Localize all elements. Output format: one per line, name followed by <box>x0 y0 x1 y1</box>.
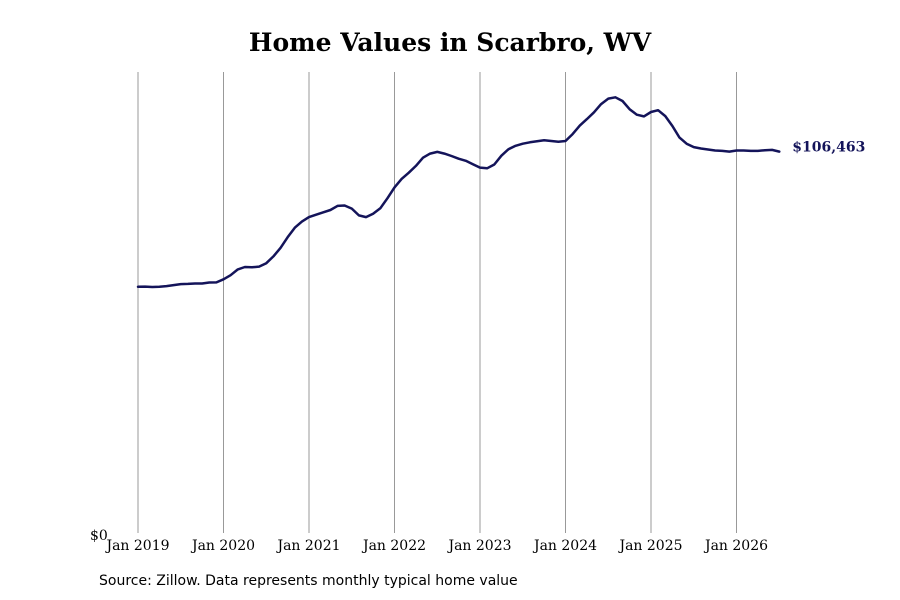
y-tick-label: $0 <box>90 528 108 544</box>
x-tick-label: Jan 2021 <box>275 538 340 554</box>
end-value-label: $106,463 <box>792 140 865 156</box>
x-tick-label: Jan 2026 <box>703 538 768 554</box>
series-layer <box>136 96 781 289</box>
grid-lines <box>137 72 737 533</box>
x-tick-label: Jan 2022 <box>361 538 426 554</box>
chart-title: Home Values in Scarbro, WV <box>248 28 652 57</box>
source-note: Source: Zillow. Data represents monthly … <box>99 573 518 589</box>
x-tick-label: Jan 2025 <box>617 538 682 554</box>
x-tick-label: Jan 2020 <box>190 538 255 554</box>
x-tick-label: Jan 2024 <box>532 538 597 554</box>
tick-labels: Jan 2019 Jan 2020 Jan 2021 Jan 2022 Jan 2023… <box>90 140 865 554</box>
home-value-line <box>136 96 781 289</box>
x-tick-label: Jan 2023 <box>446 538 511 554</box>
x-tick-label: Jan 2019 <box>104 538 169 554</box>
